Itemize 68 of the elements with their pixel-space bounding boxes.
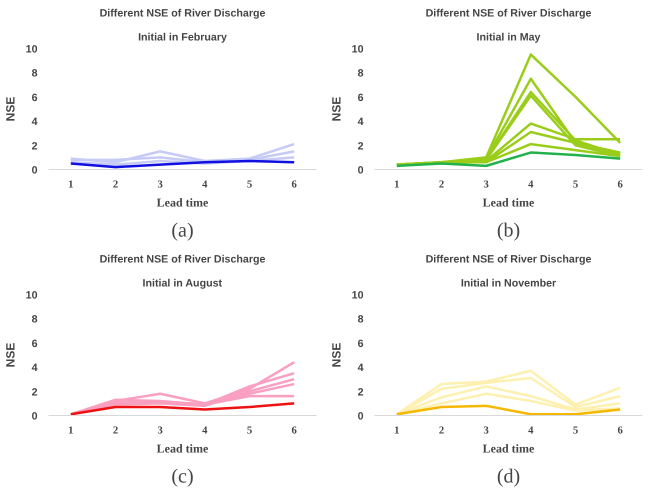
x-tick-label: 4 — [202, 426, 208, 436]
text: (c) — [171, 466, 194, 488]
x-tick-label: 6 — [618, 426, 624, 436]
x-tick-label: 2 — [112, 180, 118, 190]
y-tick-label: 6 — [32, 338, 38, 350]
x-tick-label: 4 — [528, 180, 534, 190]
x-tick-label: 6 — [292, 180, 298, 190]
y-tick-label: 10 — [26, 290, 38, 302]
y-tick-label: 6 — [358, 338, 364, 350]
x-tick-label: 5 — [572, 180, 578, 190]
y-tick-label: 2 — [358, 140, 364, 152]
x-tick-label: 2 — [438, 426, 444, 436]
x-tick-label: 6 — [618, 180, 624, 190]
text: (a) — [171, 220, 194, 242]
x-tick-label: 5 — [246, 180, 252, 190]
y-tick-label: 6 — [32, 92, 38, 104]
y-tick-label: 4 — [32, 362, 38, 374]
chart-subtitle: Initial in February — [138, 32, 227, 44]
x-tick-label: 1 — [68, 426, 74, 436]
y-axis-title: NSE — [4, 96, 18, 122]
x-tick-label: 3 — [158, 426, 163, 436]
y-tick-label: 2 — [32, 140, 38, 152]
y-tick-label: 2 — [32, 386, 38, 398]
y-tick-label: 0 — [358, 164, 364, 176]
x-axis-title: Lead time — [482, 196, 535, 210]
chart-title: Different NSE of River Discharge — [426, 254, 592, 266]
chart-title: Different NSE of River Discharge — [100, 254, 266, 266]
x-tick-label: 1 — [394, 180, 400, 190]
y-axis-title: NSE — [4, 342, 18, 368]
y-axis-title: NSE — [330, 96, 344, 122]
x-axis-title: Lead time — [156, 442, 209, 456]
chart-subtitle: Initial in August — [142, 278, 223, 290]
y-tick-label: 4 — [358, 362, 364, 374]
x-axis-title: Lead time — [482, 442, 535, 456]
text: (d) — [496, 466, 520, 488]
y-tick-label: 10 — [352, 44, 364, 56]
x-tick-label: 1 — [394, 426, 400, 436]
x-axis-title: Lead time — [156, 196, 209, 210]
y-tick-label: 10 — [26, 44, 38, 56]
x-tick-label: 5 — [572, 426, 578, 436]
y-tick-label: 4 — [358, 116, 364, 128]
x-tick-label: 1 — [68, 180, 74, 190]
x-tick-label: 6 — [292, 426, 298, 436]
x-tick-label: 2 — [112, 426, 118, 436]
x-tick-label: 3 — [484, 180, 489, 190]
y-tick-label: 0 — [358, 410, 364, 422]
y-tick-label: 8 — [358, 68, 364, 80]
y-tick-label: 10 — [352, 290, 364, 302]
y-tick-label: 8 — [32, 68, 38, 80]
x-tick-label: 2 — [438, 180, 444, 190]
x-tick-label: 3 — [484, 426, 489, 436]
y-tick-label: 8 — [32, 314, 38, 326]
x-tick-label: 4 — [202, 180, 208, 190]
chart-subtitle: Initial in May — [476, 32, 541, 44]
y-axis-title: NSE — [330, 342, 344, 368]
y-tick-label: 4 — [32, 116, 38, 128]
x-tick-label: 5 — [246, 426, 252, 436]
y-tick-label: 8 — [358, 314, 364, 326]
text: (b) — [496, 220, 520, 242]
chart-title: Different NSE of River Discharge — [100, 8, 266, 20]
y-tick-label: 2 — [358, 386, 364, 398]
y-tick-label: 6 — [358, 92, 364, 104]
chart-title: Different NSE of River Discharge — [426, 8, 592, 20]
y-tick-label: 0 — [32, 410, 38, 422]
chart-subtitle: Initial in November — [460, 278, 556, 290]
x-tick-label: 4 — [528, 426, 534, 436]
y-tick-label: 0 — [32, 164, 38, 176]
x-tick-label: 3 — [158, 180, 163, 190]
